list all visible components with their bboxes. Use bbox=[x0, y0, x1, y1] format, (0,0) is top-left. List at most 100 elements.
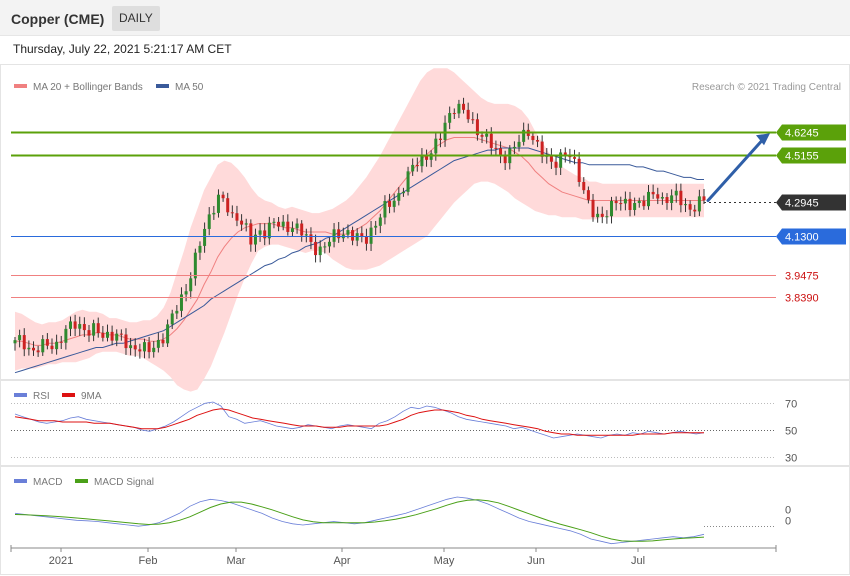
candle-body bbox=[170, 313, 174, 325]
candle-body bbox=[323, 246, 327, 248]
candle-body bbox=[175, 310, 179, 314]
candle-body bbox=[166, 324, 170, 344]
candle-body bbox=[87, 330, 91, 336]
x-tick-label-feb: Feb bbox=[139, 555, 158, 567]
candle-body bbox=[216, 194, 220, 213]
chart-datetime: Thursday, July 22, 2021 5:21:17 AM CET bbox=[13, 42, 232, 56]
candle-body bbox=[549, 155, 553, 162]
candle-body bbox=[332, 229, 336, 242]
candle-body bbox=[267, 222, 271, 239]
rsi-series: 70 50 30 bbox=[11, 399, 797, 465]
candle-body bbox=[582, 181, 586, 191]
candle-body bbox=[156, 339, 160, 348]
candle-body bbox=[189, 278, 193, 292]
candle-body bbox=[277, 221, 281, 227]
candle-body bbox=[406, 171, 410, 192]
candle-body bbox=[96, 323, 100, 334]
ma50-legend-label: MA 50 bbox=[175, 82, 204, 93]
candle-body bbox=[244, 223, 248, 225]
candle-body bbox=[438, 138, 442, 140]
x-axis: 2021 Feb Mar Apr May Jun Jul bbox=[10, 545, 777, 567]
candle-body bbox=[702, 196, 706, 201]
candle-body bbox=[614, 200, 618, 204]
candle-body bbox=[577, 158, 581, 182]
price-series bbox=[13, 68, 706, 392]
candle-body bbox=[596, 213, 600, 218]
candle-body bbox=[591, 199, 595, 218]
candle-body bbox=[300, 223, 304, 236]
forecast-arrow-head bbox=[756, 133, 770, 146]
candle-body bbox=[258, 230, 262, 235]
candle-body bbox=[64, 328, 68, 343]
x-tick-label-mar: Mar bbox=[227, 555, 246, 567]
candle-body bbox=[554, 161, 558, 168]
candle-body bbox=[212, 212, 216, 215]
candle-body bbox=[263, 230, 267, 239]
candle-body bbox=[22, 335, 26, 350]
period-selector[interactable]: DAILY bbox=[112, 6, 160, 31]
candle-body bbox=[73, 321, 77, 329]
candle-body bbox=[290, 228, 294, 232]
candle-body bbox=[434, 138, 438, 154]
candle-body bbox=[249, 223, 253, 245]
macd-tick-0: 0 bbox=[785, 505, 791, 517]
candle-body bbox=[304, 234, 308, 236]
rsi-line bbox=[14, 401, 705, 439]
candle-body bbox=[536, 140, 540, 142]
candle-body bbox=[499, 148, 503, 156]
candle-body bbox=[494, 147, 498, 149]
macd-tick-1: 0 bbox=[785, 516, 791, 528]
candle-body bbox=[13, 340, 17, 344]
candle-body bbox=[133, 345, 137, 350]
candle-body bbox=[115, 333, 119, 341]
rsi-tick-70: 70 bbox=[785, 399, 797, 411]
support-1-label: 4.1300 bbox=[785, 232, 819, 244]
candle-body bbox=[360, 233, 364, 237]
support-1-tag bbox=[776, 228, 846, 245]
candle-body bbox=[152, 347, 156, 353]
candle-body bbox=[693, 209, 697, 212]
candle-body bbox=[448, 113, 452, 123]
candle-body bbox=[374, 225, 378, 228]
candle-body bbox=[346, 230, 350, 235]
candle-body bbox=[452, 113, 456, 115]
candle-body bbox=[462, 103, 466, 110]
candle-body bbox=[563, 152, 567, 156]
macd-signal-line bbox=[14, 499, 705, 542]
candle-body bbox=[92, 323, 96, 336]
candle-body bbox=[369, 227, 373, 244]
candle-body bbox=[531, 135, 535, 141]
candle-body bbox=[193, 252, 197, 279]
candle-body bbox=[619, 203, 623, 205]
macd-legend-swatch bbox=[14, 479, 27, 483]
rsi-tick-30: 30 bbox=[785, 453, 797, 465]
rsi-legend-swatch bbox=[14, 393, 27, 397]
candle-body bbox=[138, 349, 142, 352]
last-price-tag bbox=[776, 194, 846, 211]
candle-body bbox=[429, 153, 433, 160]
resistance-2-label: 4.6245 bbox=[785, 128, 819, 140]
candle-body bbox=[203, 228, 207, 246]
rsi-legend-label: RSI bbox=[33, 391, 50, 402]
candle-body bbox=[670, 195, 674, 203]
candle-body bbox=[235, 213, 239, 221]
candle-body bbox=[471, 119, 475, 121]
candle-body bbox=[281, 221, 285, 227]
candle-body bbox=[517, 141, 521, 147]
candle-body bbox=[230, 212, 234, 214]
candle-body bbox=[179, 294, 183, 311]
candle-body bbox=[637, 200, 641, 204]
candle-body bbox=[50, 345, 54, 350]
candle-body bbox=[623, 198, 627, 204]
candle-body bbox=[124, 334, 128, 349]
candle-body bbox=[457, 103, 461, 114]
candle-body bbox=[82, 324, 86, 331]
macd-line bbox=[14, 496, 705, 545]
candle-body bbox=[327, 241, 331, 247]
last-price-label: 4.2945 bbox=[785, 198, 819, 210]
candle-body bbox=[240, 220, 244, 225]
candle-body bbox=[420, 154, 424, 167]
candle-body bbox=[540, 141, 544, 157]
rsi-panel bbox=[0, 380, 850, 466]
